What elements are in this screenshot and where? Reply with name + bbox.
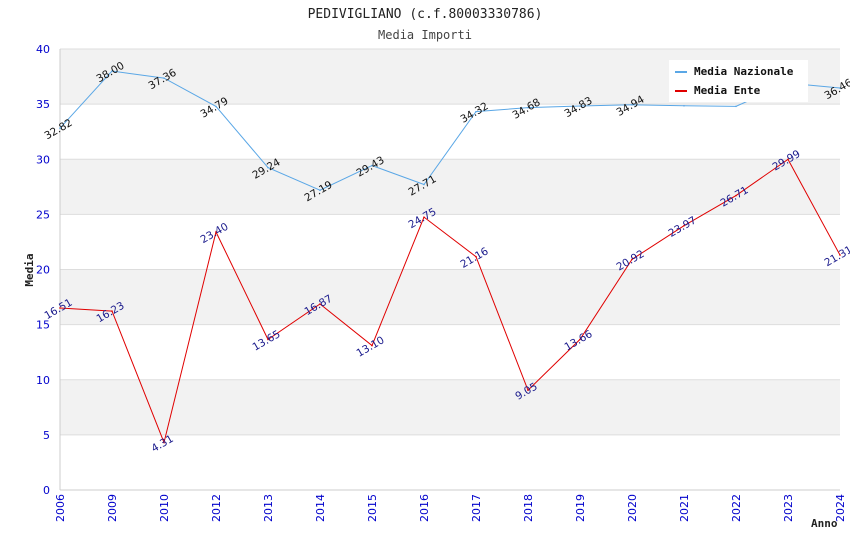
x-tick-label: 2013 [262, 494, 275, 522]
data-point [111, 310, 113, 312]
data-point [735, 194, 737, 197]
data-point [683, 224, 685, 227]
legend-label-ente: Media Ente [694, 84, 761, 97]
data-point [475, 110, 477, 113]
x-axis-label: Anno [811, 517, 838, 530]
data-point [267, 338, 269, 341]
data-point [215, 105, 217, 108]
data-point [319, 189, 321, 192]
data-point [631, 103, 633, 106]
data-point [527, 389, 529, 392]
x-tick-label: 2020 [626, 494, 639, 522]
plot-background [60, 48, 840, 491]
y-tick-label: 30 [36, 153, 50, 166]
x-tick-label: 2006 [54, 494, 67, 522]
data-point [683, 104, 685, 107]
data-point [59, 307, 61, 309]
y-tick-labels: 0 5 10 15 20 25 30 35 40 [36, 43, 50, 497]
y-tick-label: 0 [43, 484, 50, 497]
series-line [59, 70, 841, 191]
data-point [163, 441, 165, 444]
chart-subtitle: Media Importi [378, 28, 472, 42]
x-tick-labels: 2006 2009 2010 2012 2013 2014 2015 2016 2017 2018… [54, 494, 847, 522]
x-tick-label: 2016 [418, 494, 431, 522]
plot-band [60, 104, 840, 160]
plot-band [60, 324, 840, 380]
data-point [59, 127, 61, 129]
x-tick-label: 2024 [834, 494, 847, 522]
data-point [839, 87, 841, 89]
y-axis-label: Media [23, 253, 36, 286]
data-point [319, 303, 321, 305]
data-point [787, 158, 789, 161]
data-point [215, 231, 217, 233]
data-point [163, 77, 165, 79]
x-tick-label: 2015 [366, 494, 379, 522]
data-point [579, 338, 581, 341]
x-tick-label: 2014 [314, 494, 327, 522]
plot-band [60, 434, 840, 490]
x-tick-label: 2023 [782, 494, 795, 522]
series-line [59, 158, 841, 445]
data-point [423, 183, 425, 186]
y-tick-label: 40 [36, 43, 50, 56]
legend-box [669, 60, 808, 102]
y-tick-label: 5 [43, 429, 50, 442]
data-point [475, 255, 477, 258]
data-point [735, 105, 737, 108]
plot-band [60, 269, 840, 325]
y-tick-label: 25 [36, 208, 50, 221]
data-point [111, 70, 113, 72]
x-tick-label: 2021 [678, 494, 691, 522]
chart-title: PEDIVIGLIANO (c.f.80003330786) [308, 7, 543, 22]
x-tick-label: 2022 [730, 494, 743, 522]
y-tick-label: 20 [36, 264, 50, 277]
data-point [839, 254, 841, 256]
x-tick-label: 2017 [470, 494, 483, 522]
legend-label-nazionale: Media Nazionale [694, 65, 794, 78]
data-point [371, 344, 373, 347]
x-tick-label: 2019 [574, 494, 587, 522]
x-tick-label: 2018 [522, 494, 535, 522]
plot-band [60, 379, 840, 435]
axes [59, 49, 840, 491]
plot-band [60, 159, 840, 215]
y-tick-label: 15 [36, 319, 50, 332]
legend: Media Nazionale Media Ente [669, 60, 808, 102]
x-tick-label: 2010 [158, 494, 171, 522]
x-tick-label: 2009 [106, 494, 119, 522]
x-tick-label: 2012 [210, 494, 223, 522]
y-tick-label: 35 [36, 98, 50, 111]
data-point [527, 106, 529, 109]
data-point [423, 216, 425, 218]
data-point [267, 166, 269, 169]
y-tick-label: 10 [36, 374, 50, 387]
data-point [371, 164, 373, 167]
plot-band [60, 214, 840, 270]
data-point [631, 258, 633, 261]
data-point [579, 105, 581, 107]
